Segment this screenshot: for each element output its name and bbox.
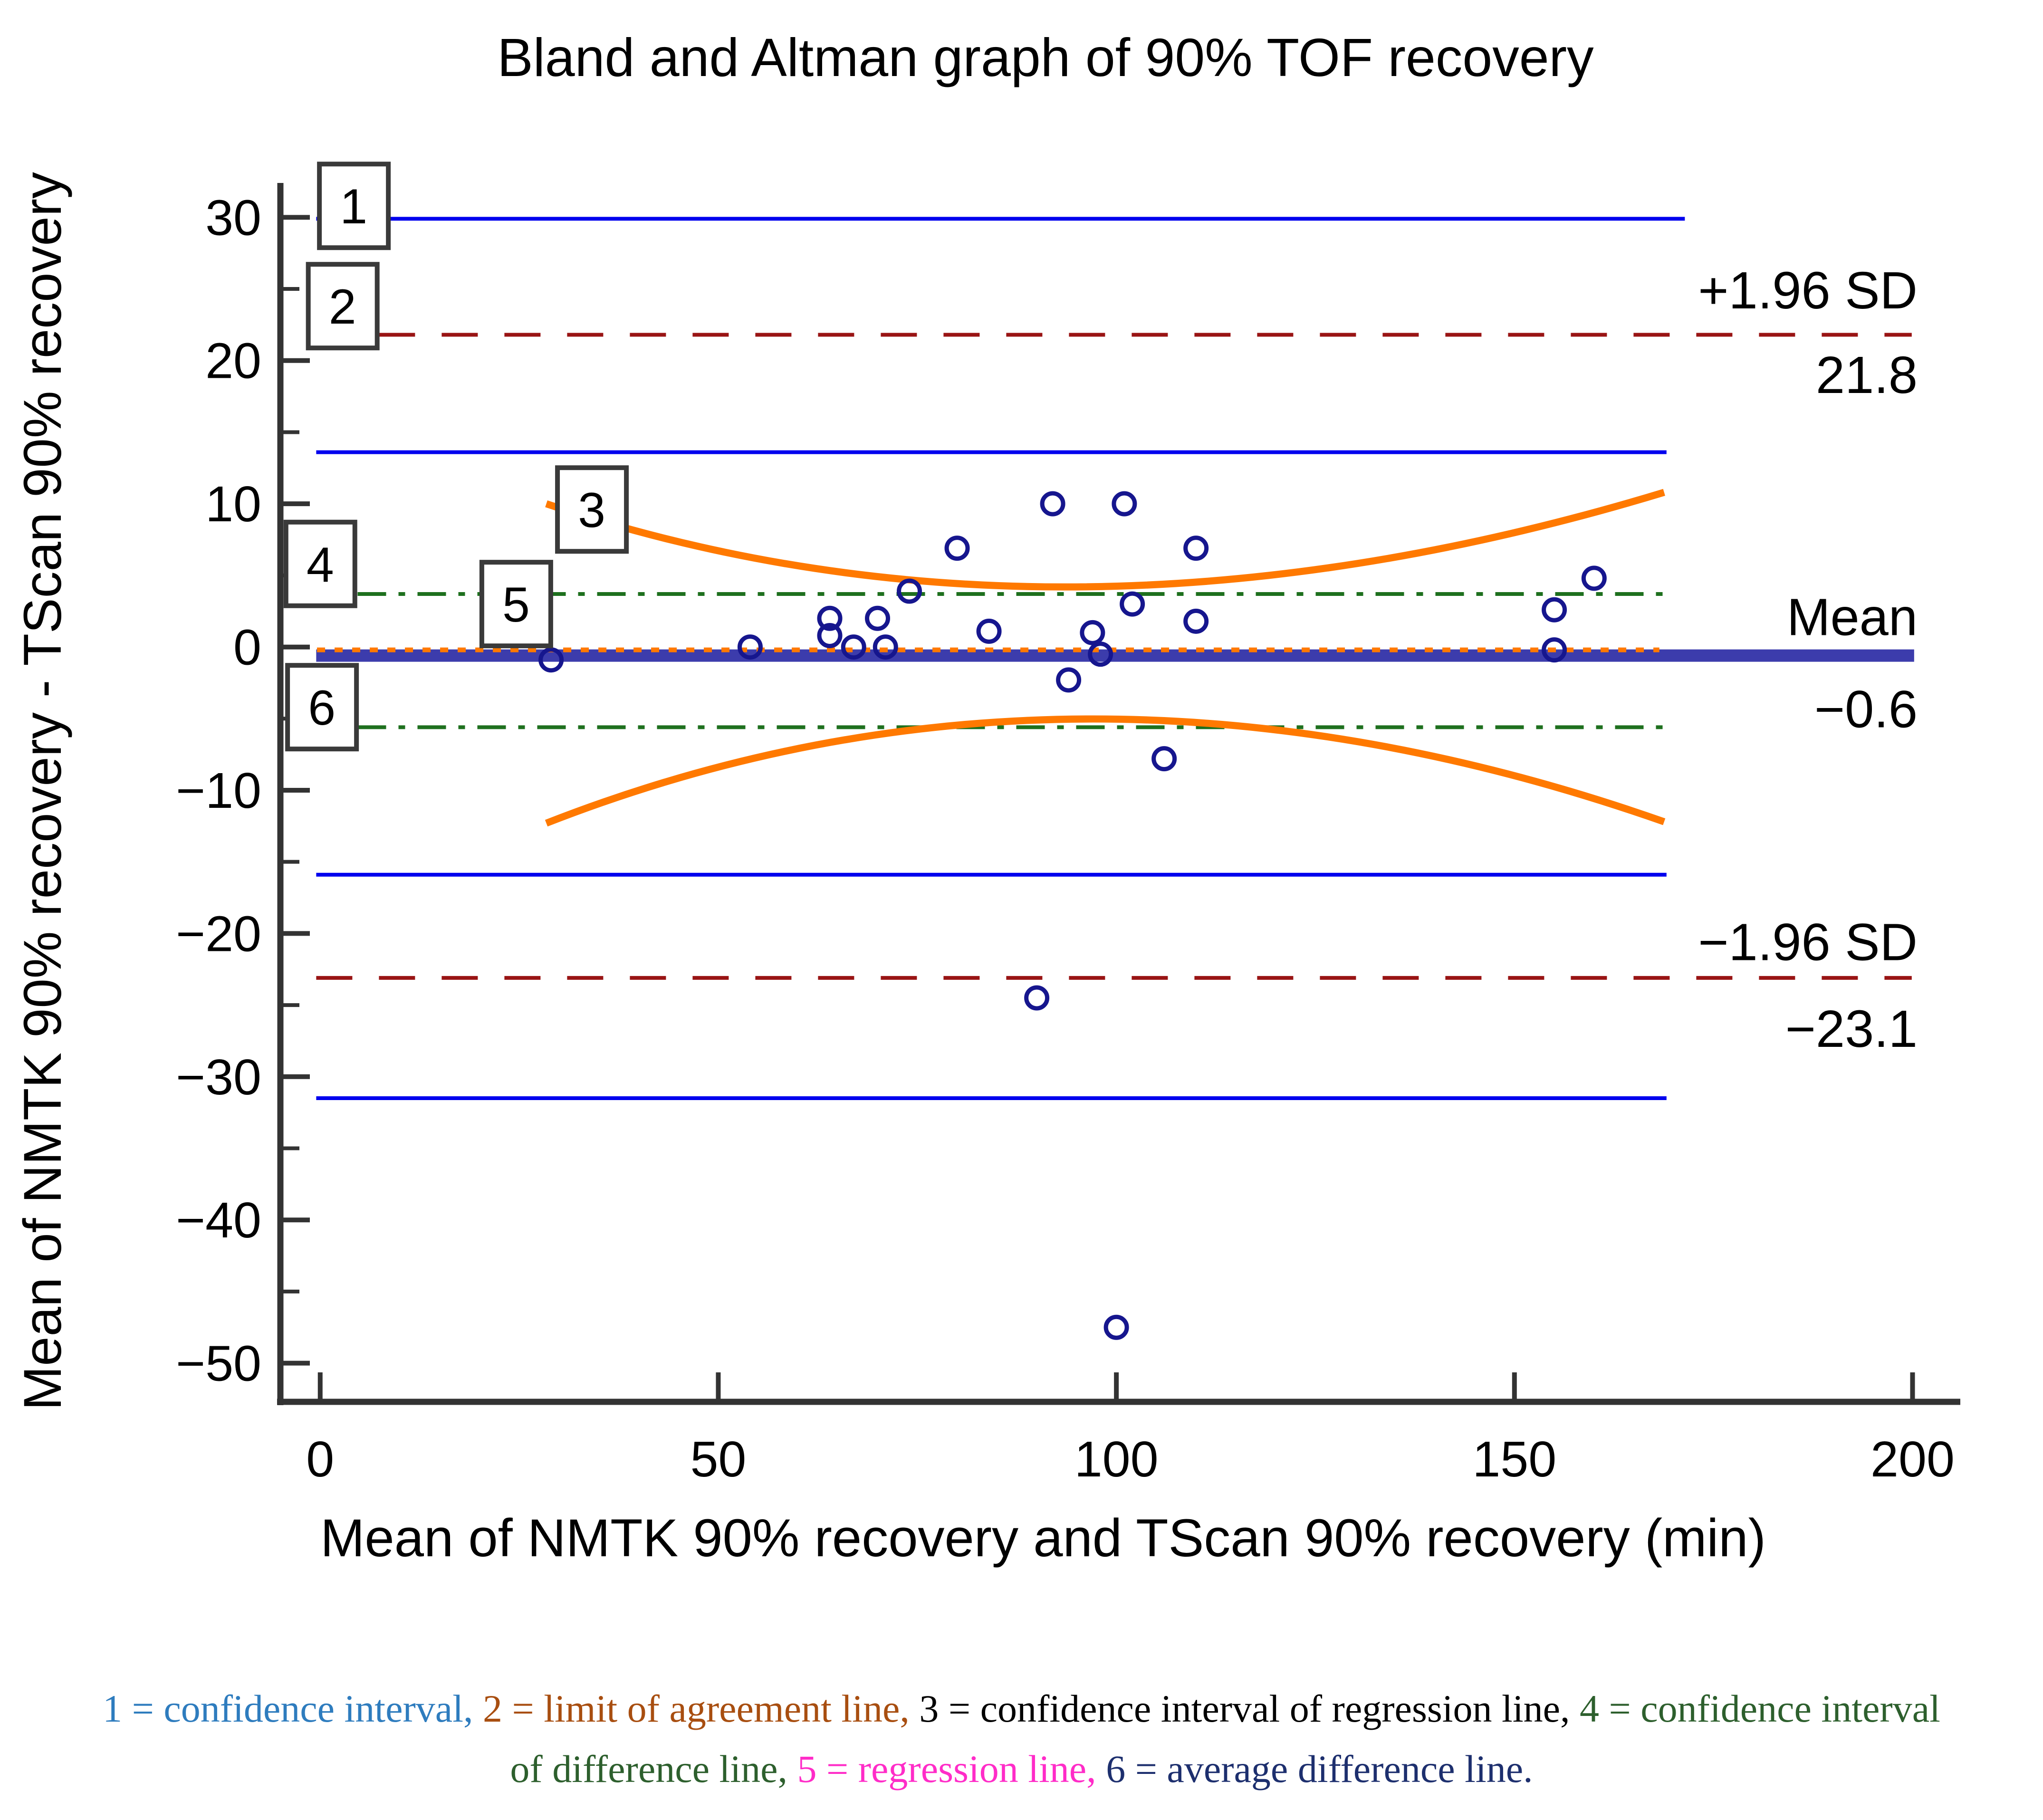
- y-tick-label: −10: [176, 763, 261, 819]
- annotation-box-label-3: 3: [578, 483, 605, 538]
- data-point: [1080, 620, 1105, 645]
- caption-segment: 5 = regression line,: [797, 1747, 1106, 1791]
- caption-segment: 2 = limit of agreement line,: [482, 1687, 920, 1730]
- side-label: +1.96 SD: [1698, 261, 1918, 320]
- data-point: [1183, 608, 1209, 634]
- regression-ci-lower: [545, 715, 1666, 827]
- data-point: [976, 618, 1002, 644]
- y-tick-label: 20: [205, 333, 261, 389]
- x-tick-label: 100: [1074, 1431, 1159, 1487]
- data-point: [865, 605, 891, 631]
- side-label: Mean: [1787, 588, 1918, 646]
- data-point: [817, 623, 843, 648]
- data-point: [1112, 491, 1137, 517]
- data-point: [944, 536, 970, 561]
- annotation-box-1: [317, 162, 391, 250]
- annotation-box-label-4: 4: [307, 537, 334, 593]
- side-label: −23.1: [1785, 1000, 1918, 1058]
- x-axis-title: Mean of NMTK 90% recovery and TScan 90% …: [320, 1508, 1766, 1568]
- data-point: [1024, 985, 1050, 1011]
- data-point: [897, 578, 922, 604]
- caption-segment: 3 = confidence interval of regression li…: [919, 1687, 1580, 1730]
- x-tick-label: 50: [690, 1431, 746, 1487]
- x-tick-label: 200: [1870, 1431, 1955, 1487]
- side-label: −1.96 SD: [1698, 913, 1918, 971]
- annotation-box-2: [306, 262, 380, 351]
- regression-ci-upper: [545, 489, 1665, 591]
- annotation-box-label-6: 6: [308, 680, 336, 736]
- annotation-box-6: [285, 663, 359, 752]
- y-tick-label: 10: [205, 476, 261, 532]
- caption-segment: of difference line,: [510, 1747, 797, 1791]
- data-point: [1151, 746, 1177, 772]
- x-tick-label: 0: [306, 1431, 334, 1487]
- data-point: [737, 634, 763, 660]
- caption-segment: 6 = average difference line.: [1106, 1747, 1533, 1791]
- caption-line-1: 1 = confidence interval, 2 = limit of ag…: [0, 1678, 2043, 1739]
- y-tick-label: −20: [176, 906, 261, 962]
- side-label: −0.6: [1814, 680, 1918, 739]
- y-axis-title: Mean of NMTK 90% recovery - TScan 90% re…: [13, 172, 72, 1410]
- annotation-box-label-5: 5: [502, 577, 530, 632]
- data-point: [538, 647, 564, 673]
- data-point: [1103, 1314, 1129, 1340]
- data-point: [1542, 597, 1567, 623]
- annotation-box-label-2: 2: [329, 279, 356, 335]
- data-point: [841, 634, 866, 660]
- data-point: [1088, 642, 1113, 667]
- caption-segment: 1 = confidence interval,: [103, 1687, 483, 1730]
- caption-line-2: of difference line, 5 = regression line,…: [0, 1739, 2043, 1799]
- y-tick-label: 0: [233, 620, 261, 676]
- data-point: [1581, 565, 1607, 591]
- y-tick-label: −30: [176, 1049, 261, 1105]
- side-labels-layer: +1.96 SD 21.8 Mean −0.6 −1.96 SD −23.1: [1698, 261, 1918, 1058]
- data-point: [817, 605, 843, 631]
- annotation-box-label-1: 1: [340, 179, 367, 234]
- y-tick-label: −50: [176, 1336, 261, 1392]
- data-point: [873, 634, 898, 660]
- annotation-box-3: [555, 465, 629, 554]
- data-point: [1040, 491, 1065, 517]
- caption: 1 = confidence interval, 2 = limit of ag…: [0, 1678, 2043, 1799]
- regression-ci-curves-layer: [545, 489, 1666, 827]
- data-point: [1120, 591, 1145, 617]
- data-point: [1183, 536, 1209, 561]
- caption-segment: 4 = confidence interval: [1580, 1687, 1940, 1730]
- annotation-box-4: [283, 519, 357, 608]
- scatter-points-layer: [538, 491, 1607, 1340]
- chart-title: Bland and Altman graph of 90% TOF recove…: [497, 28, 1594, 87]
- annotation-box-5: [479, 560, 553, 649]
- side-label: 21.8: [1816, 346, 1918, 404]
- y-tick-label: −40: [176, 1192, 261, 1248]
- x-tick-label: 150: [1472, 1431, 1556, 1487]
- reference-lines-layer: [316, 217, 1914, 1101]
- data-point: [1056, 667, 1082, 693]
- y-tick-label: 30: [205, 190, 261, 246]
- number-annotation-layer: 1 2 3 4 5 6: [283, 162, 629, 752]
- data-point: [1542, 637, 1567, 663]
